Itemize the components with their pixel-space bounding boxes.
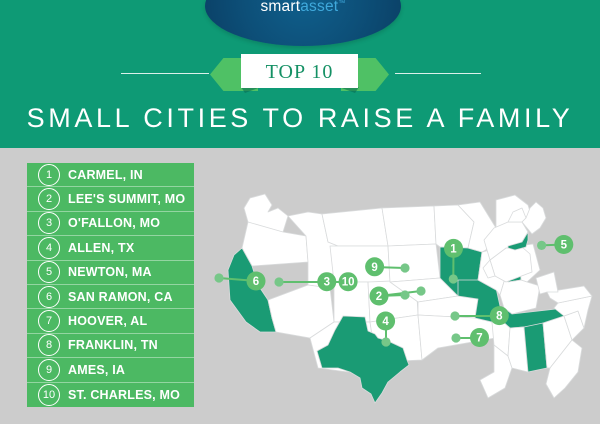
svg-text:2: 2 (376, 291, 382, 303)
svg-text:6: 6 (253, 276, 259, 288)
svg-text:9: 9 (371, 262, 377, 274)
svg-text:10: 10 (342, 277, 355, 289)
svg-text:4: 4 (382, 316, 389, 328)
svg-text:3: 3 (324, 277, 330, 289)
svg-text:1: 1 (450, 243, 457, 255)
svg-text:7: 7 (476, 333, 482, 345)
svg-text:8: 8 (496, 311, 503, 323)
svg-text:5: 5 (561, 240, 568, 252)
